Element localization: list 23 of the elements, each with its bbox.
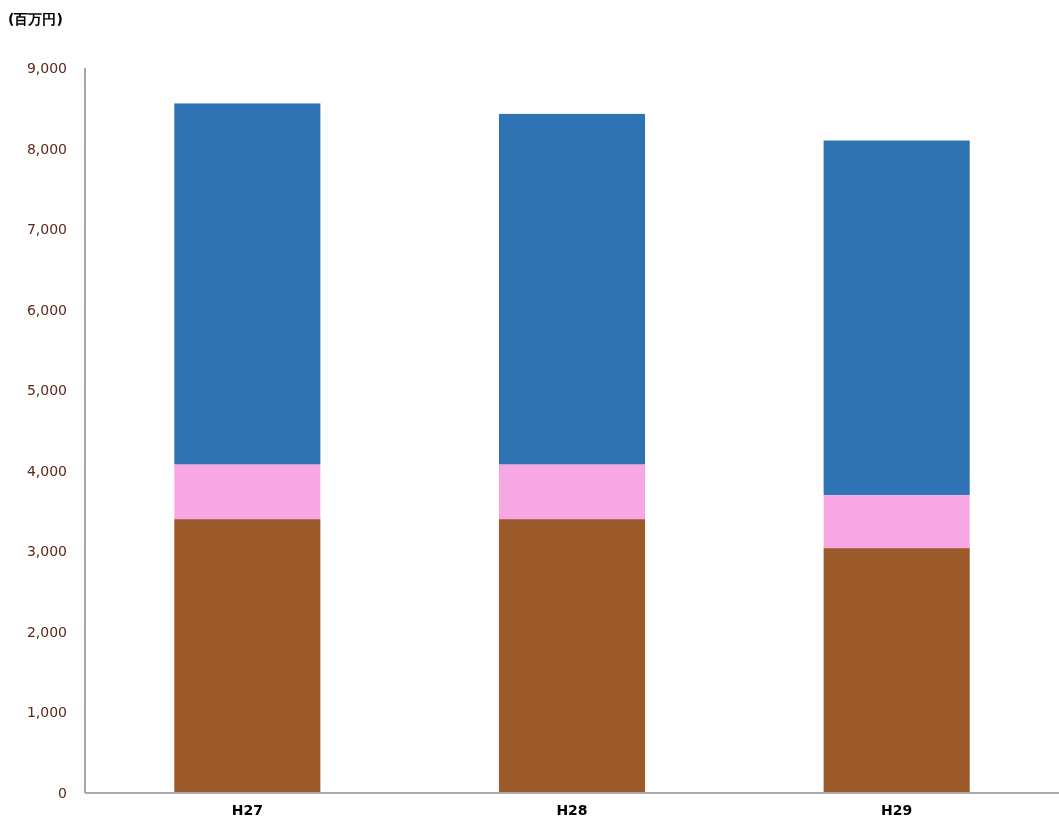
x-tick-label: H28 <box>556 802 588 818</box>
y-tick-label: 0 <box>58 785 67 801</box>
bar <box>174 464 321 520</box>
bar <box>498 464 646 520</box>
y-tick-label: 8,000 <box>26 140 67 157</box>
x-tick-label: H29 <box>881 802 913 818</box>
y-tick-label: 7,000 <box>26 221 67 238</box>
bar <box>174 103 321 465</box>
y-tick-label: 9,000 <box>26 60 67 76</box>
y-axis-title: (百万円) <box>8 11 63 27</box>
bar <box>498 113 646 465</box>
y-tick-label: 1,000 <box>26 704 67 721</box>
x-tick-label: H27 <box>231 802 263 818</box>
bar <box>823 140 970 495</box>
y-tick-label: 2,000 <box>26 623 67 640</box>
bar <box>498 519 646 793</box>
y-tick-label: 3,000 <box>26 543 67 560</box>
y-tick-label: 6,000 <box>26 301 67 318</box>
y-tick-label: 4,000 <box>26 462 67 479</box>
bar <box>823 548 970 793</box>
bar <box>823 494 970 549</box>
y-tick-label: 5,000 <box>26 382 67 399</box>
bar <box>174 519 321 793</box>
